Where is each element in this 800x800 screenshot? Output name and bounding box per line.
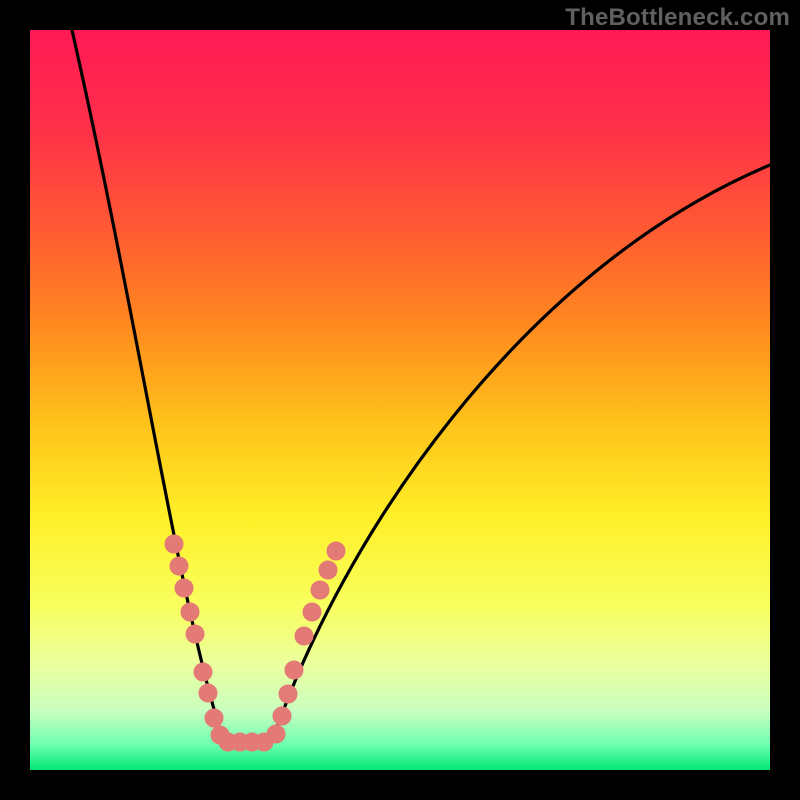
curve-marker	[194, 663, 212, 681]
curve-marker	[319, 561, 337, 579]
curve-marker	[303, 603, 321, 621]
curve-marker	[267, 725, 285, 743]
curve-marker	[311, 581, 329, 599]
bottleneck-chart	[0, 0, 800, 800]
curve-marker	[175, 579, 193, 597]
curve-marker	[295, 627, 313, 645]
chart-canvas: TheBottleneck.com	[0, 0, 800, 800]
curve-marker	[199, 684, 217, 702]
curve-marker	[165, 535, 183, 553]
plot-gradient-background	[30, 30, 770, 770]
curve-marker	[170, 557, 188, 575]
watermark-text: TheBottleneck.com	[565, 4, 790, 32]
curve-marker	[205, 709, 223, 727]
curve-marker	[186, 625, 204, 643]
curve-marker	[285, 661, 303, 679]
curve-marker	[181, 603, 199, 621]
curve-marker	[273, 707, 291, 725]
curve-marker	[279, 685, 297, 703]
curve-marker	[327, 542, 345, 560]
